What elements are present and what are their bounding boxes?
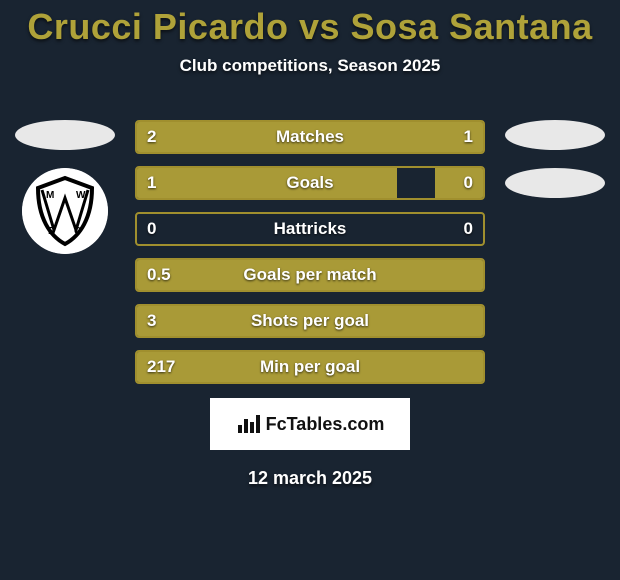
stat-row-min-per-goal: 217Min per goal bbox=[135, 350, 485, 384]
player-photo-placeholder-right-1 bbox=[505, 120, 605, 150]
stat-row-matches: 2Matches1 bbox=[135, 120, 485, 154]
match-date: 12 march 2025 bbox=[0, 468, 620, 489]
page-title: Crucci Picardo vs Sosa Santana bbox=[0, 0, 620, 48]
player-photo-placeholder-left bbox=[15, 120, 115, 150]
stat-value-right: 1 bbox=[464, 122, 473, 152]
left-player-column: M W F C bbox=[10, 120, 120, 254]
stat-row-goals: 1Goals0 bbox=[135, 166, 485, 200]
svg-text:W: W bbox=[76, 190, 86, 201]
stat-value-right: 0 bbox=[464, 168, 473, 198]
subtitle: Club competitions, Season 2025 bbox=[0, 56, 620, 76]
brand-text: FcTables.com bbox=[266, 414, 385, 435]
right-player-column bbox=[500, 120, 610, 216]
stats-container: 2Matches11Goals00Hattricks00.5Goals per … bbox=[135, 120, 485, 396]
svg-text:C: C bbox=[74, 226, 81, 237]
player-photo-placeholder-right-2 bbox=[505, 168, 605, 198]
club-badge-left: M W F C bbox=[22, 168, 108, 254]
stat-label: Hattricks bbox=[137, 214, 483, 244]
svg-text:F: F bbox=[48, 226, 54, 237]
stat-label: Matches bbox=[137, 122, 483, 152]
stat-row-shots-per-goal: 3Shots per goal bbox=[135, 304, 485, 338]
chart-icon bbox=[236, 413, 262, 435]
stat-label: Min per goal bbox=[137, 352, 483, 382]
brand-box: FcTables.com bbox=[210, 398, 410, 450]
stat-label: Goals bbox=[137, 168, 483, 198]
stat-row-goals-per-match: 0.5Goals per match bbox=[135, 258, 485, 292]
stat-value-right: 0 bbox=[464, 214, 473, 244]
stat-row-hattricks: 0Hattricks0 bbox=[135, 212, 485, 246]
svg-text:M: M bbox=[46, 190, 54, 201]
stat-label: Goals per match bbox=[137, 260, 483, 290]
stat-label: Shots per goal bbox=[137, 306, 483, 336]
